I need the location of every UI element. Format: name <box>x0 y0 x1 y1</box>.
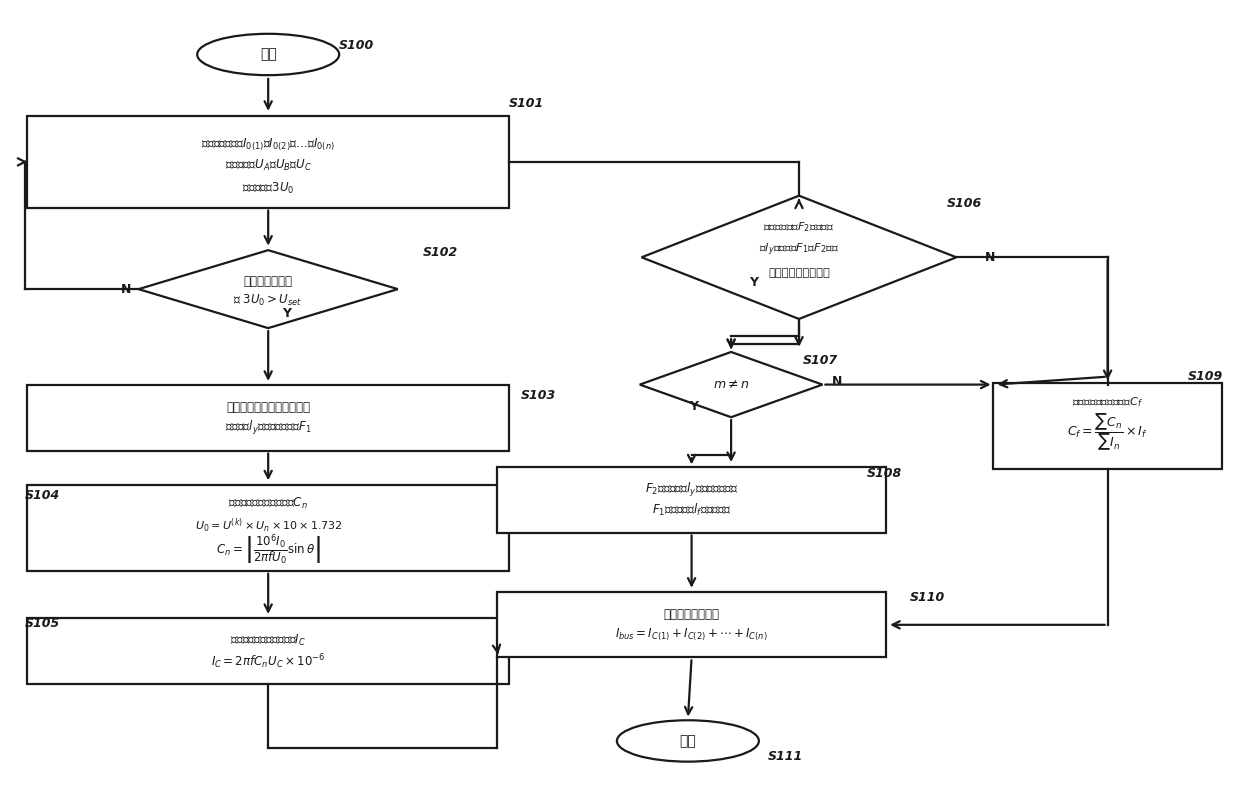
Text: S102: S102 <box>423 246 458 259</box>
Text: 小电流选线装置启动，给出: 小电流选线装置启动，给出 <box>226 401 310 414</box>
Ellipse shape <box>618 720 759 762</box>
Text: S108: S108 <box>867 467 903 480</box>
Text: N: N <box>122 283 131 296</box>
Text: 路$l_y$，满足：$F_1$与$F_2$故障: 路$l_y$，满足：$F_1$与$F_2$故障 <box>759 241 839 258</box>
Text: N: N <box>832 375 842 388</box>
Text: $U_0{=}U^{(k)}\times U_n\times10\times1.732$: $U_0{=}U^{(k)}\times U_n\times10\times1.… <box>195 516 342 534</box>
Text: 计算非故障线路对地电容$C_n$: 计算非故障线路对地电容$C_n$ <box>228 497 308 512</box>
Polygon shape <box>139 250 398 328</box>
Text: $F_2$故障时线路$l_y$的电容电流即为: $F_2$故障时线路$l_y$的电容电流即为 <box>645 481 738 498</box>
Text: Y: Y <box>689 400 698 413</box>
Text: S105: S105 <box>25 617 61 630</box>
Text: $m\neq n$: $m\neq n$ <box>713 378 749 391</box>
FancyBboxPatch shape <box>993 383 1221 469</box>
Text: 存在历史故障$F_2$，故障线: 存在历史故障$F_2$，故障线 <box>764 220 835 234</box>
Text: 故障线路$l_y$，本次故障记为$F_1$: 故障线路$l_y$，本次故障记为$F_1$ <box>224 420 311 437</box>
Ellipse shape <box>197 34 340 75</box>
Text: 零序电压：$3U_0$: 零序电压：$3U_0$ <box>242 180 294 195</box>
Text: S100: S100 <box>339 39 373 52</box>
Polygon shape <box>640 352 822 417</box>
Text: S111: S111 <box>768 751 804 763</box>
FancyBboxPatch shape <box>497 467 887 533</box>
Text: 结束: 结束 <box>680 734 697 748</box>
FancyBboxPatch shape <box>497 592 887 658</box>
Text: S109: S109 <box>1188 370 1223 383</box>
FancyBboxPatch shape <box>27 385 508 451</box>
Text: $C_f=\dfrac{\sum C_n}{\sum I_n}\times I_f$: $C_f=\dfrac{\sum C_n}{\sum I_n}\times I_… <box>1068 412 1148 453</box>
Text: N: N <box>985 251 996 264</box>
Text: $C_n=\left|\dfrac{10^6 I_0}{2\pi f U_0}\sin\theta\right|$: $C_n=\left|\dfrac{10^6 I_0}{2\pi f U_0}\… <box>216 533 321 567</box>
FancyBboxPatch shape <box>27 618 508 684</box>
Text: Y: Y <box>283 307 291 320</box>
Text: 三相电压：$U_A$，$U_B$，$U_C$: 三相电压：$U_A$，$U_B$，$U_C$ <box>224 159 311 173</box>
Text: S104: S104 <box>25 489 61 502</box>
Polygon shape <box>641 195 956 319</box>
Text: 三相电压平衡，: 三相电压平衡， <box>244 275 293 288</box>
Text: 计算母线电容电流: 计算母线电容电流 <box>663 608 719 621</box>
Text: 线路零序电流：$I_{0(1)}$，$I_{0(2)}$，…，$I_{0(n)}$: 线路零序电流：$I_{0(1)}$，$I_{0(2)}$，…，$I_{0(n)}… <box>201 136 335 152</box>
Text: S107: S107 <box>802 354 838 367</box>
FancyBboxPatch shape <box>27 116 508 207</box>
Text: 母线，故障相均相同: 母线，故障相均相同 <box>768 268 830 278</box>
Text: S101: S101 <box>508 96 544 110</box>
Text: 计算故障线路对地电容$C_f$: 计算故障线路对地电容$C_f$ <box>1073 395 1143 409</box>
Text: 且 $3U_0>U_{set}$: 且 $3U_0>U_{set}$ <box>233 292 303 308</box>
FancyBboxPatch shape <box>27 485 508 571</box>
Text: 开始: 开始 <box>260 47 277 62</box>
Text: S103: S103 <box>521 389 557 402</box>
Text: $F_1$故障时线路$l_f$的电容电流: $F_1$故障时线路$l_f$的电容电流 <box>652 502 732 518</box>
Text: S106: S106 <box>947 197 982 210</box>
Text: Y: Y <box>749 276 758 289</box>
Text: $I_{bus}=I_{C(1)}+I_{C(2)}+\cdots+I_{C(n)}$: $I_{bus}=I_{C(1)}+I_{C(2)}+\cdots+I_{C(n… <box>615 627 768 643</box>
Text: $I_C=2\pi f C_n U_C\times10^{-6}$: $I_C=2\pi f C_n U_C\times10^{-6}$ <box>211 652 325 670</box>
Text: 计算非故障线路电容电流$I_C$: 计算非故障线路电容电流$I_C$ <box>231 633 306 648</box>
Text: S110: S110 <box>910 591 945 604</box>
